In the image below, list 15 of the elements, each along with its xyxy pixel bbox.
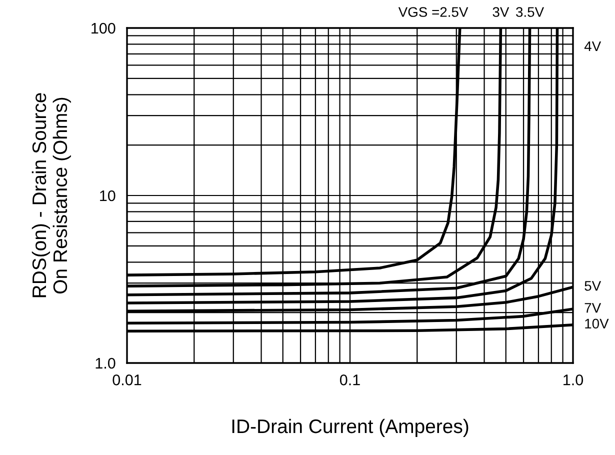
series-label: 10V xyxy=(585,318,609,329)
y-axis-title: RDS(on) - Drain Source On Resistance (Ohms) xyxy=(32,93,71,298)
x-tick-label: 0.1 xyxy=(340,374,360,386)
y-tick-label: 100 xyxy=(92,22,116,34)
x-tick-label: 1.0 xyxy=(564,374,584,386)
series-label: 4V xyxy=(584,41,602,52)
series-label: 7V xyxy=(584,303,602,313)
series-label: 3.5V xyxy=(516,7,544,17)
x-axis-title: ID-Drain Current (Amperes) xyxy=(232,418,468,438)
x-tick-label: 0.01 xyxy=(112,374,142,386)
series-label: 5V xyxy=(584,281,602,291)
series-label: VGS =2.5V xyxy=(398,7,468,17)
y-tick-label: 10 xyxy=(100,190,116,202)
series-label: 3V xyxy=(492,7,510,17)
y-tick-label: 1.0 xyxy=(96,358,116,369)
